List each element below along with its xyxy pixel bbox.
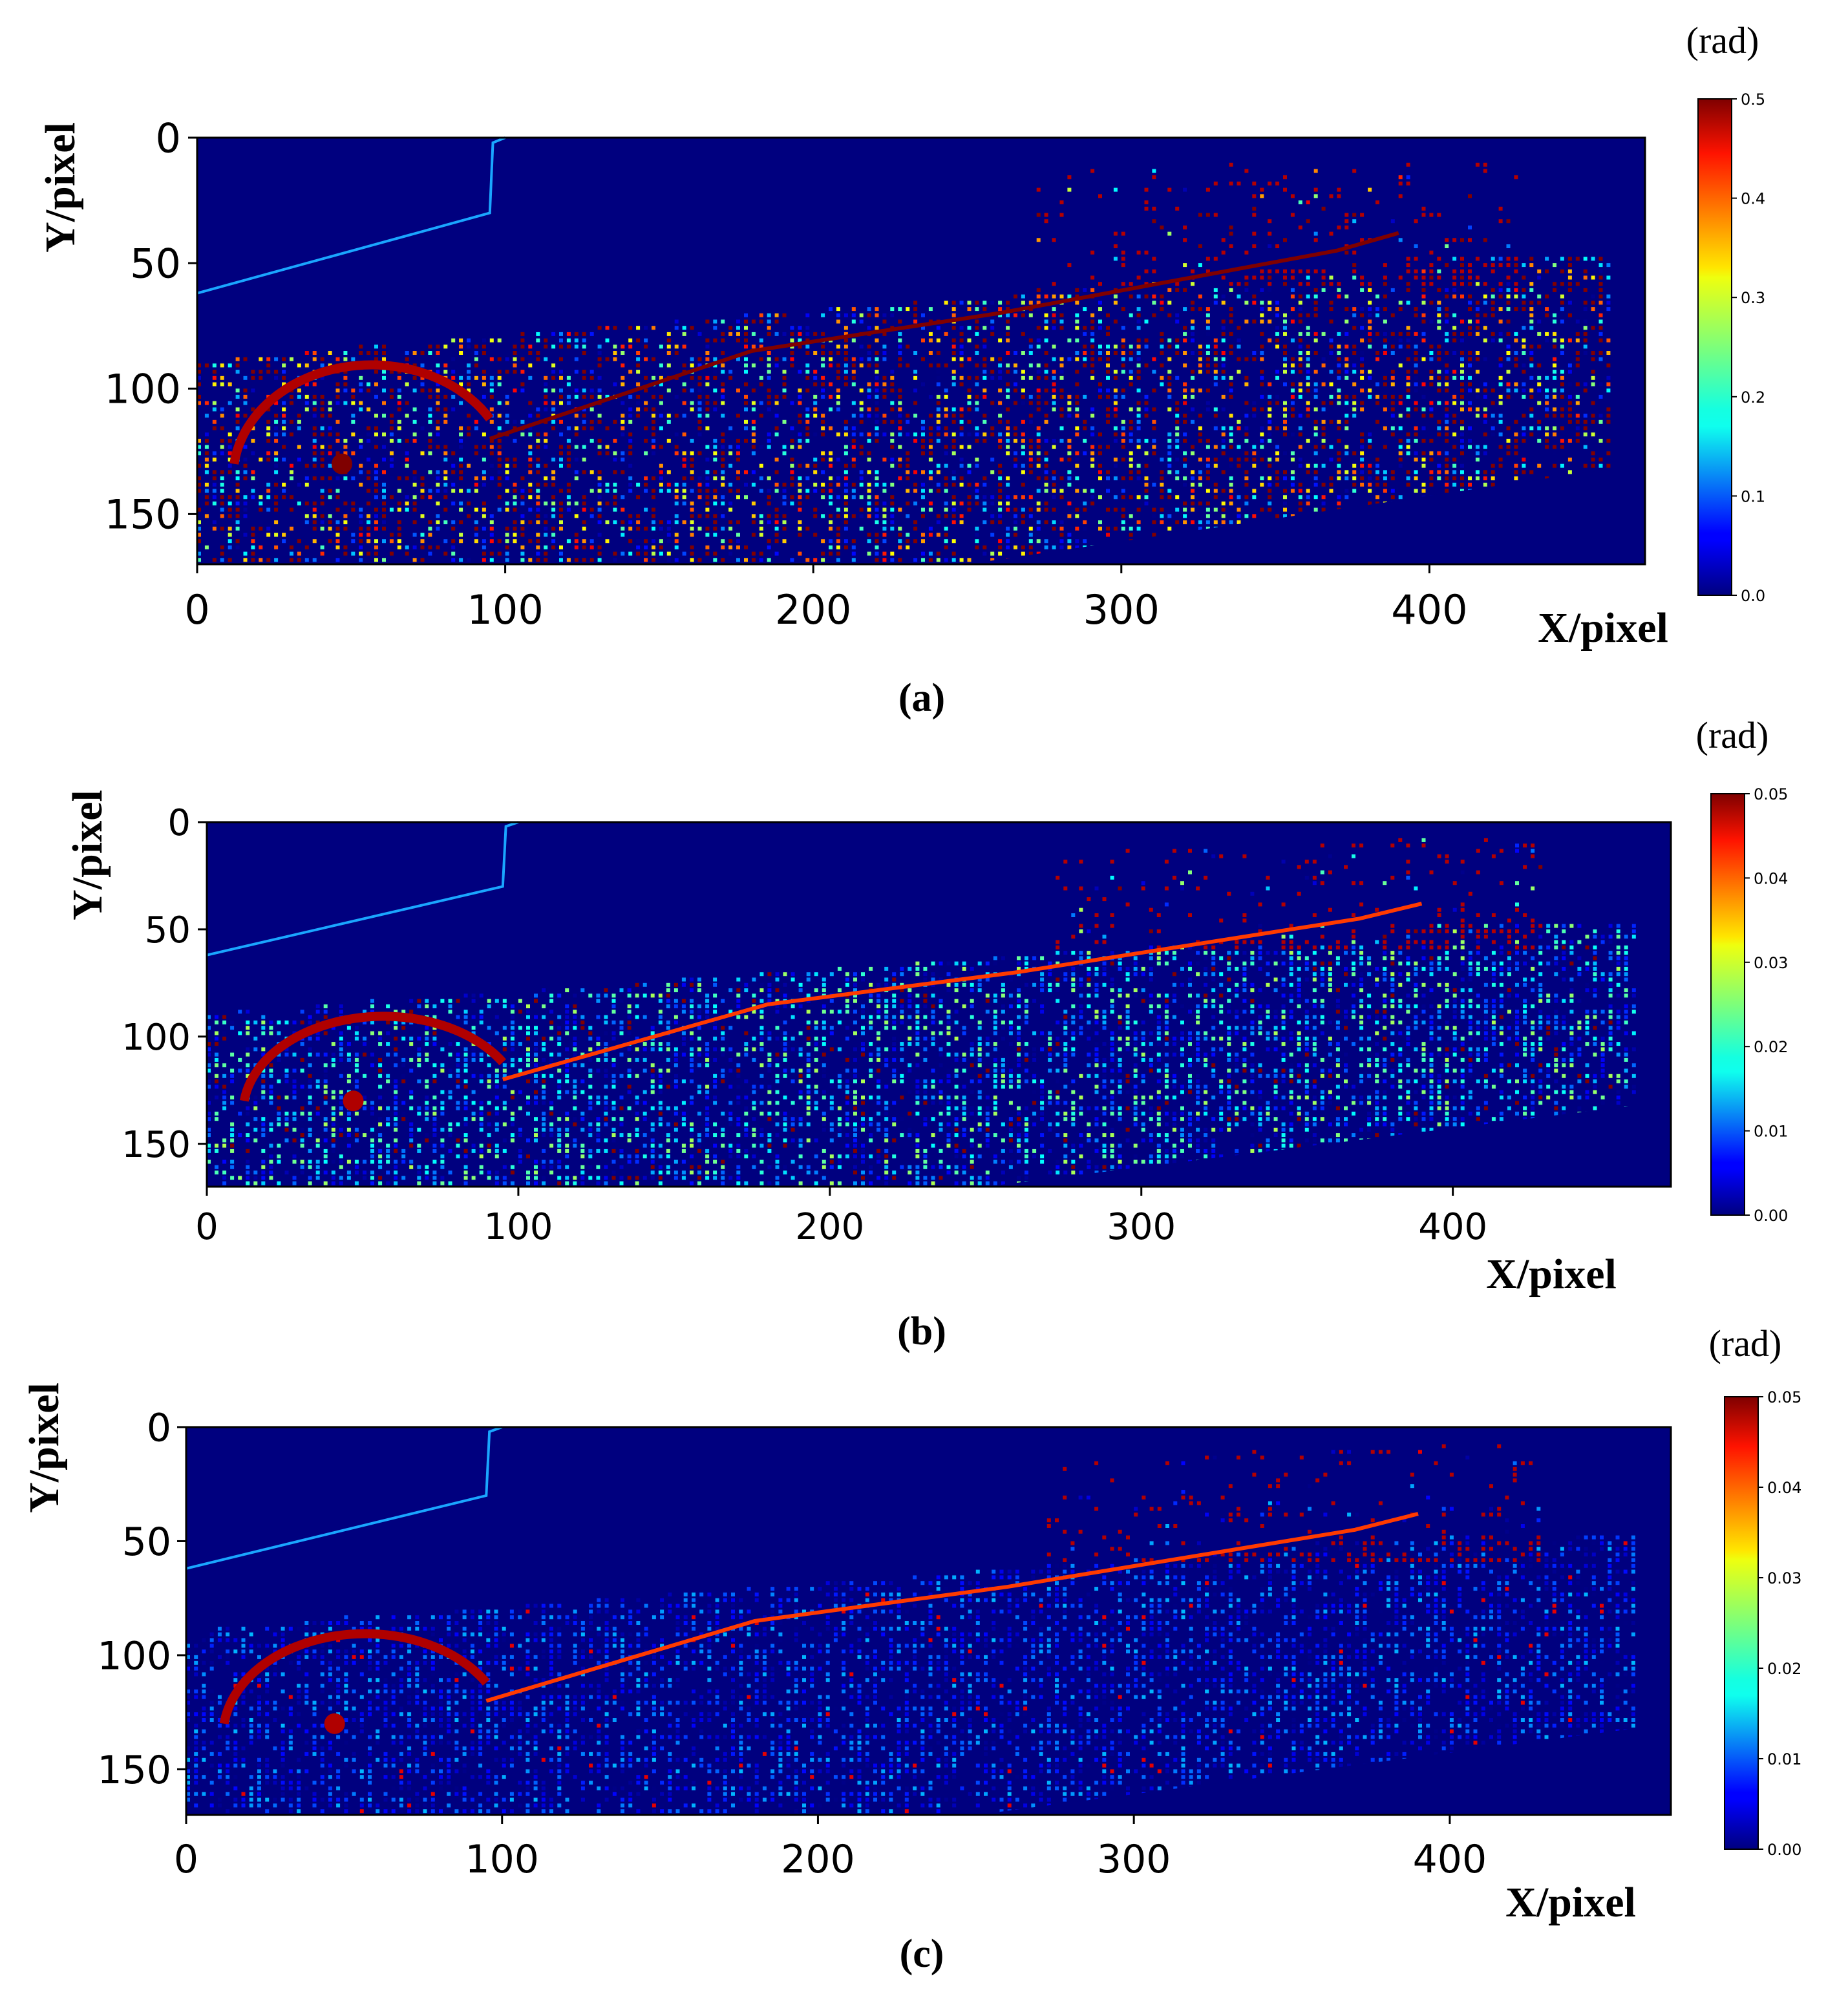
colorbar-tick-label: 0.01 [1767, 1750, 1801, 1768]
x-tick-label: 200 [795, 1206, 864, 1248]
colorbar-tick-label: 0.01 [1754, 1123, 1788, 1141]
colorbar-tick-label: 0.03 [1767, 1569, 1801, 1587]
colorbar [1711, 794, 1745, 1215]
y-tick-label: 0 [156, 114, 181, 162]
colorbar-unit: (rad) [1686, 19, 1759, 61]
y-tick-label: 0 [167, 802, 191, 844]
wheel-hub [343, 1090, 364, 1111]
panel-label: (a) [898, 676, 945, 720]
y-axis-label: Y/pixel [21, 1383, 68, 1513]
colorbar [1698, 99, 1732, 595]
y-tick-label: 150 [97, 1748, 171, 1793]
x-tick-label: 0 [174, 1837, 198, 1882]
x-axis-label: X/pixel [1505, 1879, 1636, 1926]
x-tick-label: 400 [1391, 586, 1467, 633]
x-axis-label: X/pixel [1538, 604, 1668, 652]
panel-b: 0 100 200 300 400 0 50 100 150 X/pixel Y/pixel (b) 0… [64, 714, 1788, 1353]
x-tick-label: 100 [465, 1837, 539, 1882]
y-tick-label: 100 [105, 366, 181, 413]
colorbar-tick-label: 0.04 [1767, 1479, 1801, 1497]
x-tick-label: 300 [1083, 586, 1160, 633]
x-tick-label: 100 [467, 586, 543, 633]
colorbar-unit: (rad) [1709, 1322, 1782, 1364]
colorbar-tick-label: 0.00 [1767, 1841, 1801, 1859]
colorbar-tick-label: 0.2 [1741, 388, 1765, 407]
y-tick-label: 100 [122, 1017, 191, 1059]
y-tick-label: 50 [145, 909, 191, 951]
y-tick-label: 0 [147, 1406, 171, 1451]
wheel-hub [324, 1713, 345, 1734]
x-tick-label: 400 [1418, 1206, 1487, 1248]
colorbar-tick-label: 0.5 [1741, 90, 1765, 109]
x-tick-label: 100 [483, 1206, 553, 1248]
y-tick-label: 100 [97, 1634, 171, 1679]
panel-a: 0 100 200 300 400 0 50 100 150 X/pixel Y/pixel (a) 0… [37, 19, 1765, 720]
panel-label: (c) [900, 1932, 944, 1976]
x-axis-label: X/pixel [1486, 1251, 1617, 1298]
y-tick-label: 50 [122, 1520, 171, 1565]
y-tick-label: 150 [105, 491, 181, 538]
x-tick-label: 400 [1413, 1837, 1487, 1882]
colorbar-tick-label: 0.02 [1767, 1660, 1801, 1678]
x-tick-label: 200 [775, 586, 851, 633]
y-axis-label: Y/pixel [37, 122, 84, 253]
y-tick-label: 150 [122, 1124, 191, 1166]
panel-label: (b) [897, 1309, 946, 1353]
colorbar-tick-label: 0.03 [1754, 954, 1788, 972]
panel-c: 0 100 200 300 400 0 50 100 150 X/pixel Y/pixel (c) 0… [21, 1322, 1801, 1976]
y-axis-label: Y/pixel [64, 790, 111, 920]
colorbar-tick-label: 0.05 [1767, 1388, 1801, 1406]
colorbar-unit: (rad) [1696, 714, 1769, 756]
colorbar-tick-label: 0.05 [1754, 785, 1788, 803]
x-tick-label: 300 [1107, 1206, 1176, 1248]
y-tick-label: 50 [130, 240, 181, 287]
colorbar [1725, 1397, 1758, 1849]
x-tick-label: 300 [1097, 1837, 1171, 1882]
wheel-hub [332, 454, 352, 474]
colorbar-tick-label: 0.1 [1741, 487, 1765, 505]
x-tick-label: 0 [195, 1206, 218, 1248]
colorbar-tick-label: 0.4 [1741, 190, 1765, 208]
colorbar-tick-label: 0.02 [1754, 1038, 1788, 1056]
colorbar-tick-label: 0.00 [1754, 1207, 1788, 1225]
x-tick-label: 0 [184, 586, 209, 633]
colorbar-tick-label: 0.04 [1754, 869, 1788, 887]
colorbar-tick-label: 0.3 [1741, 289, 1765, 307]
colorbar-tick-label: 0.0 [1741, 587, 1765, 605]
x-tick-label: 200 [781, 1837, 855, 1882]
